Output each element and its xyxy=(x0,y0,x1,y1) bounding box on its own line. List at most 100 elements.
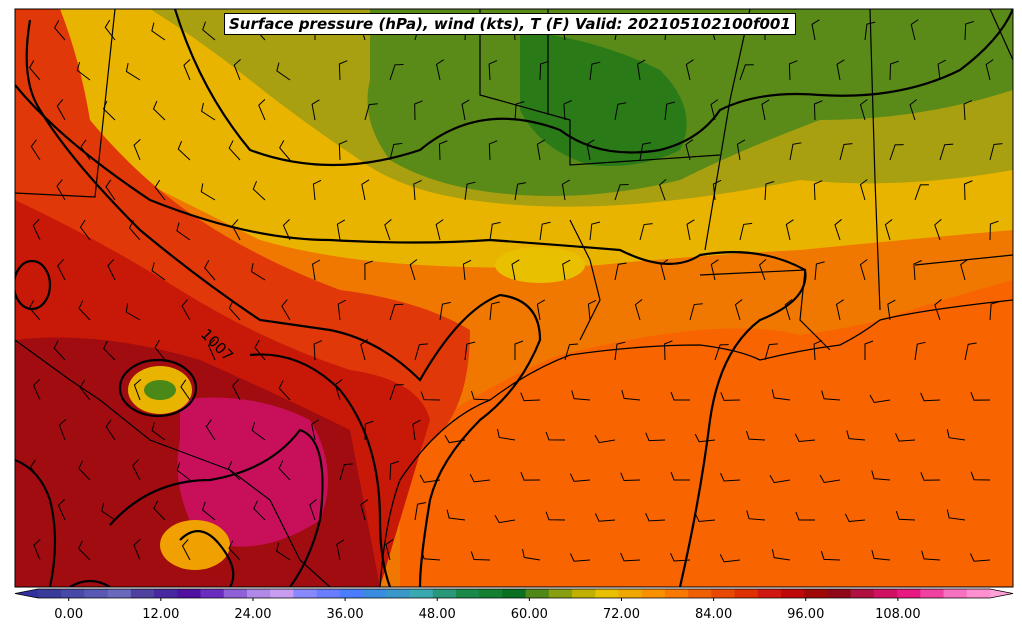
wind-barb xyxy=(336,219,346,241)
wind-barb xyxy=(614,183,629,201)
wind-barb xyxy=(56,179,66,201)
isobars xyxy=(15,9,1013,587)
isobar-1 xyxy=(15,84,807,587)
wind-barb xyxy=(103,340,116,361)
wind-barb xyxy=(181,299,191,321)
wind-barb xyxy=(522,548,541,561)
wind-barb xyxy=(736,139,746,161)
colorbar-swatch xyxy=(827,589,852,598)
wind-barb xyxy=(57,259,66,281)
colorbar-swatch xyxy=(525,589,550,598)
colorbar-swatch xyxy=(455,589,480,598)
wind-barb xyxy=(338,140,348,161)
wind-barb xyxy=(461,99,470,121)
wind-barb xyxy=(151,422,166,441)
colorbar-swatch xyxy=(966,589,991,598)
wind-barb xyxy=(909,99,918,121)
wind-barb xyxy=(389,303,404,321)
colorbar-swatch xyxy=(177,589,202,598)
wind-barb xyxy=(712,179,722,201)
wind-barb xyxy=(311,99,320,121)
wind-barb xyxy=(720,472,741,482)
wind-barb xyxy=(79,219,91,241)
wind-barb xyxy=(561,179,571,201)
colorbar-tick-label: 108.00 xyxy=(875,607,921,622)
wind-barb xyxy=(409,259,418,281)
wind-barb xyxy=(569,553,591,562)
wind-barb xyxy=(645,432,666,442)
wind-barb xyxy=(180,379,191,401)
wind-barb xyxy=(514,182,527,201)
wind-barb xyxy=(202,21,216,41)
wind-barb xyxy=(836,59,845,81)
colorbar-swatch xyxy=(850,589,875,598)
colorbar-swatch xyxy=(61,589,85,598)
wind-barb xyxy=(176,462,191,481)
map-frame xyxy=(14,8,1014,588)
wind-barb xyxy=(133,139,141,161)
wind-barb xyxy=(571,390,591,401)
border-al-fl xyxy=(914,254,1013,266)
wind-barb xyxy=(685,59,694,81)
wind-barb xyxy=(57,499,66,521)
wind-barb xyxy=(689,303,703,321)
wind-barb xyxy=(670,471,691,481)
wind-barb xyxy=(764,343,778,361)
wind-barb xyxy=(412,419,421,441)
colorbar-tick-label: 24.00 xyxy=(234,607,272,622)
wind-barb xyxy=(421,550,441,561)
wind-barb xyxy=(364,260,374,281)
wind-barb xyxy=(462,259,472,281)
wind-barb xyxy=(204,260,216,281)
wind-barb xyxy=(839,143,853,161)
wind-barb xyxy=(569,473,591,482)
wind-barb xyxy=(435,219,444,241)
wind-barb xyxy=(389,142,403,161)
wind-barb xyxy=(594,513,616,522)
colorbar-swatch xyxy=(897,589,921,598)
wind-barb xyxy=(895,433,916,442)
wind-barb xyxy=(895,511,916,521)
wind-barb xyxy=(153,500,166,521)
wind-barb xyxy=(107,259,116,281)
colorbar-swatch xyxy=(920,589,945,598)
wind-barb xyxy=(435,59,444,81)
colorbar-swatch xyxy=(781,589,805,598)
wind-barb xyxy=(228,140,241,161)
wind-barb xyxy=(207,339,216,361)
wind-barb xyxy=(279,140,291,161)
wind-barb xyxy=(228,300,241,321)
colorbar-swatch xyxy=(734,589,759,598)
wind-barb xyxy=(887,299,896,321)
wind-barb xyxy=(985,59,994,81)
coastline xyxy=(379,299,1013,587)
wind-barb xyxy=(385,539,394,561)
colorbar-swatch xyxy=(804,589,828,598)
border-mississippi-river xyxy=(704,9,751,251)
wind-barb xyxy=(884,219,893,241)
wind-barb xyxy=(80,139,91,161)
wind-barb xyxy=(813,340,823,361)
wind-barb xyxy=(58,419,67,441)
isobar-2 xyxy=(25,19,542,587)
wind-barb xyxy=(758,259,767,281)
wind-barb xyxy=(464,181,476,201)
isobar-closed-2 xyxy=(15,259,52,311)
wind-barb xyxy=(488,60,498,81)
colorbar-swatch xyxy=(757,589,782,598)
wind-barb xyxy=(32,219,41,241)
wind-barb xyxy=(364,420,374,441)
wind-barb xyxy=(78,460,91,481)
wind-barb xyxy=(694,513,716,523)
colorbar-swatch xyxy=(641,589,666,598)
wind-barb xyxy=(820,551,841,561)
colorbar-swatch xyxy=(572,589,596,598)
wind-barb xyxy=(963,100,973,121)
wind-barb xyxy=(670,391,691,401)
wind-barb xyxy=(444,435,466,444)
wind-barb xyxy=(520,471,541,481)
wind-barb xyxy=(964,20,974,41)
wind-barb xyxy=(201,102,216,121)
wind-barb xyxy=(620,552,641,562)
wind-barb xyxy=(614,102,627,121)
